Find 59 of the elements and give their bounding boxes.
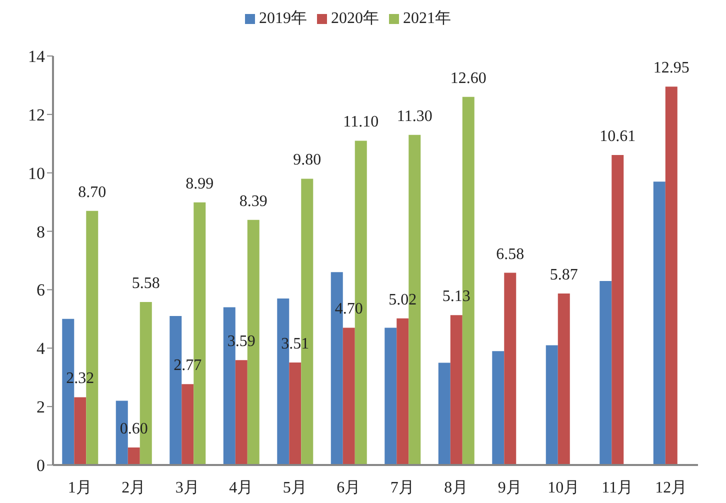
x-tick-label: 11月: [602, 479, 634, 496]
data-label: 11.30: [396, 108, 432, 125]
y-tick-label: 6: [36, 280, 45, 300]
x-tick-label: 10月: [548, 479, 580, 496]
x-tick-label: 8月: [444, 479, 468, 496]
bar: [74, 397, 86, 465]
x-tick-label: 5月: [282, 479, 307, 496]
data-label: 8.70: [78, 184, 106, 201]
y-tick-label: 2: [36, 398, 45, 417]
data-label: 6.58: [496, 246, 524, 263]
data-label: 10.61: [600, 128, 636, 146]
x-tick-label: 2月: [122, 479, 146, 496]
data-label: 3.51: [281, 335, 310, 352]
data-label: 5.87: [550, 266, 578, 284]
data-label: 2.77: [174, 357, 202, 374]
bar: [600, 280, 612, 465]
bar: [182, 384, 194, 465]
x-tick-label: 12月: [655, 479, 688, 496]
data-label: 9.80: [293, 152, 322, 169]
x-tick-label: 9月: [498, 479, 522, 496]
y-tick-label: 10: [28, 164, 45, 183]
x-tick-label: 4月: [229, 479, 254, 496]
legend-label: 2019年: [259, 10, 307, 27]
data-label: 12.95: [653, 60, 690, 77]
bar: [235, 360, 248, 465]
data-label: 5.58: [132, 274, 160, 292]
bar: [289, 362, 302, 465]
legend-label: 2021年: [403, 10, 451, 27]
data-label: 8.39: [239, 192, 268, 210]
bar: [546, 345, 558, 465]
y-tick-label: 8: [36, 222, 45, 242]
bar: [438, 362, 450, 465]
x-tick-label: 1月: [68, 479, 92, 496]
bar: [504, 272, 516, 465]
data-label: 8.99: [186, 175, 214, 192]
x-tick-label: 7月: [390, 479, 414, 496]
y-tick-label: 0: [36, 456, 45, 476]
y-tick-label: 14: [28, 47, 46, 66]
bar: [396, 318, 409, 465]
legend-label: 2020年: [331, 10, 379, 27]
bar: [558, 294, 570, 465]
x-tick-label: 3月: [175, 479, 200, 496]
bar: [653, 182, 666, 465]
data-label: 3.59: [227, 333, 256, 350]
data-label: 12.60: [450, 70, 486, 87]
bar: [342, 328, 355, 465]
y-tick-label: 12: [28, 105, 45, 124]
data-label: 4.70: [334, 300, 363, 318]
x-tick-label: 6月: [336, 479, 361, 496]
bar: [612, 155, 624, 465]
bar: [492, 351, 504, 465]
data-label: 11.10: [343, 114, 379, 131]
y-tick-label: 4: [36, 339, 46, 358]
bar: [384, 328, 397, 465]
data-label: 2.32: [66, 370, 94, 388]
bar: [665, 86, 678, 465]
bar: [128, 447, 140, 465]
bar: [450, 315, 462, 465]
data-label: 0.60: [120, 420, 148, 438]
